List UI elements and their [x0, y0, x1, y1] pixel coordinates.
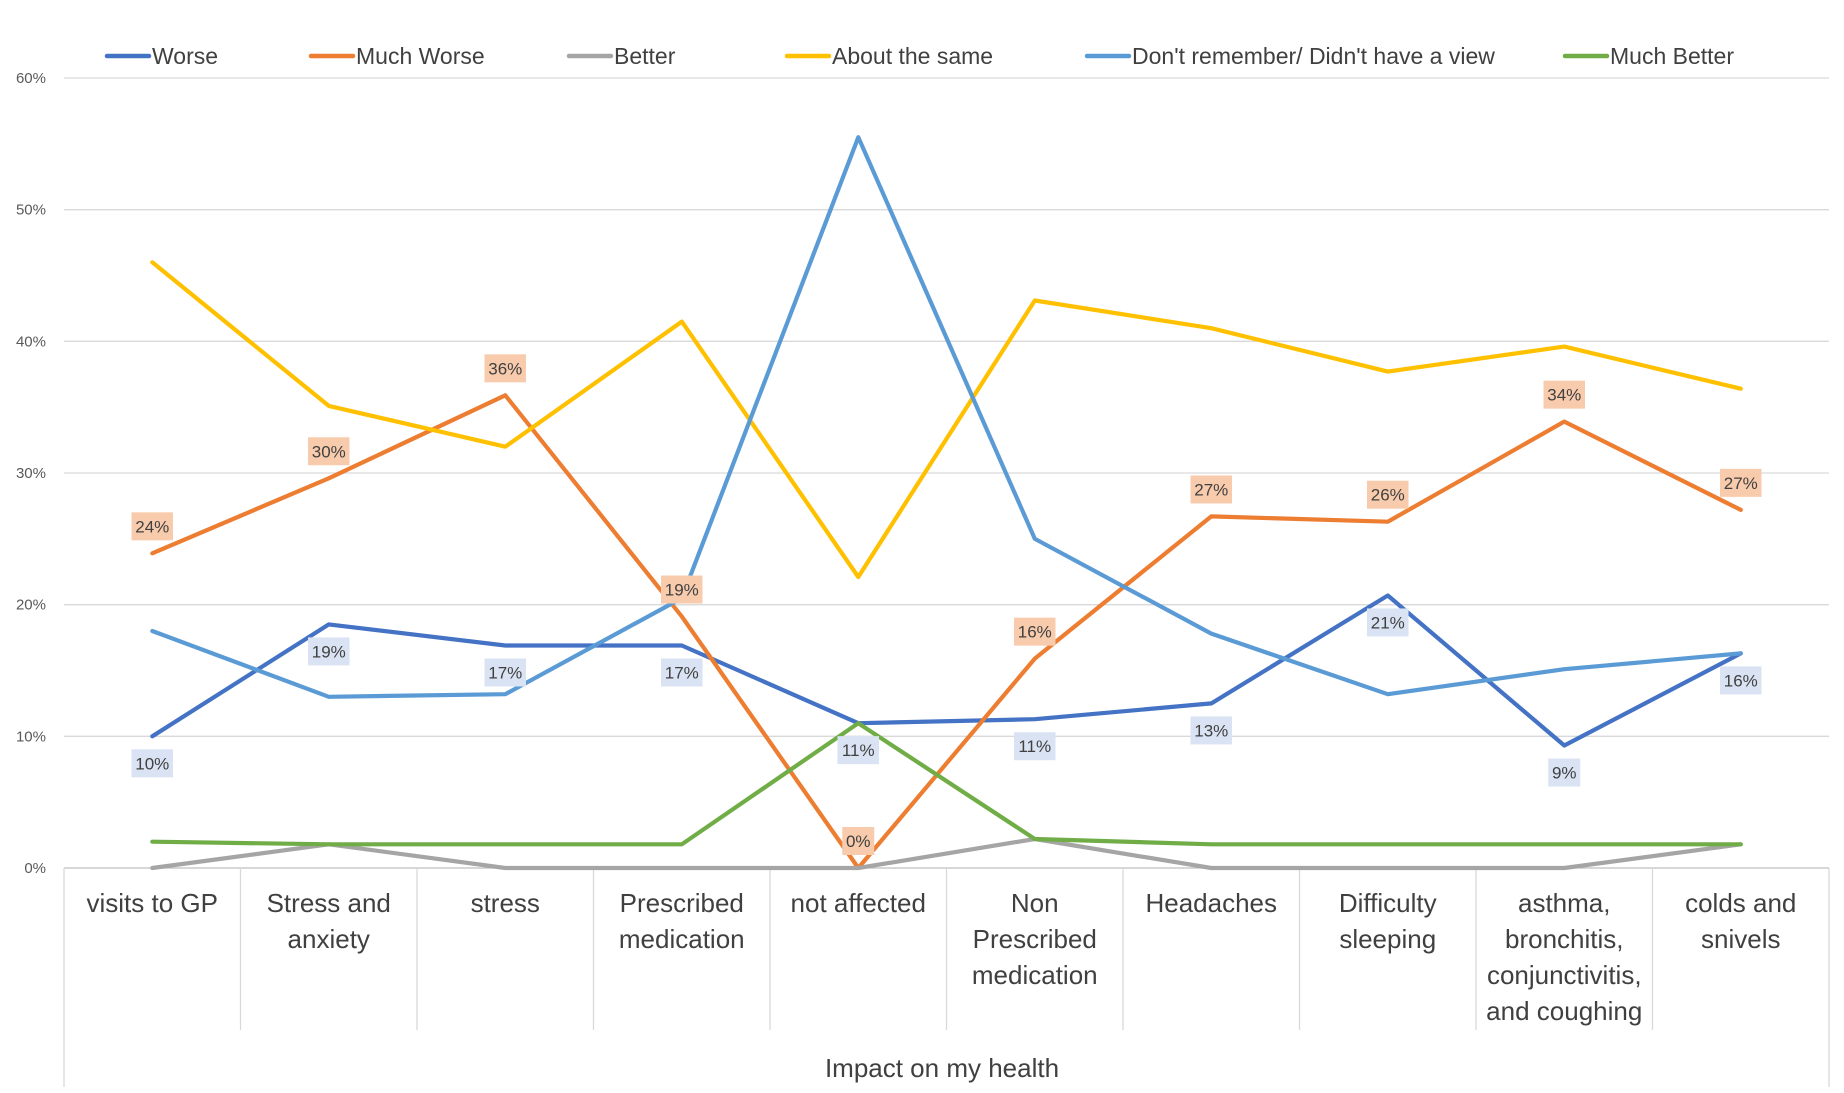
series-line-worse — [150, 593, 1743, 748]
data-label: 34% — [1547, 386, 1581, 405]
legend-label: About the same — [832, 43, 993, 69]
data-label: 11% — [842, 741, 875, 760]
data-label-box — [1190, 475, 1232, 504]
data-label-box — [1190, 716, 1232, 745]
data-label: 27% — [1724, 474, 1758, 493]
x-tick-label: asthma, bronchitis, conjunctivitis, and cou… — [1486, 888, 1642, 1026]
data-label-box — [1014, 732, 1056, 761]
x-tick-label: colds and snivels — [1685, 888, 1796, 954]
gridlines — [64, 77, 1829, 869]
data-label: 9% — [1552, 764, 1577, 783]
data-label: 0% — [846, 832, 871, 851]
y-tick-label: 20% — [16, 597, 46, 614]
y-tick-label: 10% — [16, 728, 46, 745]
x-tick-label: stress — [471, 888, 540, 918]
legend-label: Better — [614, 43, 676, 69]
data-label: 11% — [1018, 737, 1051, 756]
data-label: 21% — [1371, 613, 1405, 632]
x-tick-label: Difficulty sleeping — [1339, 888, 1437, 954]
data-label: 26% — [1371, 486, 1405, 505]
data-label: 27% — [1194, 480, 1228, 499]
data-label: 17% — [488, 663, 522, 682]
x-tick-label: not affected — [791, 888, 926, 918]
x-tick-label: Prescribed medication — [619, 888, 745, 954]
x-axis-title: Impact on my health — [825, 1053, 1059, 1083]
legend-label: Worse — [152, 43, 218, 69]
data-label: 24% — [135, 517, 169, 536]
data-label-box — [1367, 608, 1409, 637]
data-label-box — [1367, 480, 1409, 509]
data-label: 19% — [312, 642, 346, 661]
y-tick-label: 60% — [16, 70, 46, 87]
data-label-box — [837, 736, 879, 765]
data-label-box — [842, 827, 875, 855]
y-tick-label: 50% — [16, 202, 46, 219]
data-label-box — [1543, 380, 1585, 409]
y-tick-label: 0% — [24, 860, 46, 877]
y-tick-label: 30% — [16, 465, 46, 482]
data-label: 13% — [1194, 721, 1228, 740]
x-axis: visits to GP Stress and anxiety stress Presc… — [63, 868, 1830, 1087]
data-label-box — [1720, 468, 1762, 497]
legend-label: Much Worse — [356, 43, 485, 69]
data-label: 36% — [488, 359, 522, 378]
series-line-much-worse — [150, 393, 1743, 871]
series-line-much-better — [150, 721, 1743, 847]
data-label-box — [131, 512, 173, 541]
legend-label: Much Better — [1610, 43, 1734, 69]
data-label-box — [661, 658, 703, 687]
x-tick-label: Non Prescribed medication — [972, 888, 1098, 990]
series-line-better — [150, 836, 1743, 871]
series-lines — [150, 135, 1743, 871]
data-label: 16% — [1724, 671, 1758, 690]
data-label-box — [1720, 666, 1762, 695]
data-label: 17% — [665, 663, 699, 682]
data-label-box — [131, 749, 173, 778]
x-tick-label: Stress and anxiety — [267, 888, 391, 954]
data-label: 16% — [1018, 623, 1052, 642]
data-label-box — [1014, 617, 1056, 646]
y-tick-label: 40% — [16, 333, 46, 350]
data-label-box — [484, 658, 526, 687]
data-label: 30% — [312, 442, 346, 461]
legend-label: Don't remember/ Didn't have a view — [1132, 43, 1495, 69]
legend: Worse Much Worse Better About the same Don't… — [104, 43, 1734, 69]
x-tick-label: Headaches — [1145, 888, 1277, 918]
data-label: 19% — [665, 581, 699, 600]
data-labels: 10% 19% 17% 17% 11% 11% 13% 21% 9% 16% 24% 30% 36% 19… — [131, 354, 1762, 855]
x-tick-label: visits to GP — [87, 888, 218, 918]
data-label: 10% — [135, 754, 169, 773]
data-label-box — [308, 637, 350, 666]
y-axis-ticks: 0% 10% 20% 30% 40% 50% 60% — [16, 70, 46, 877]
series-line-don-t-remember-didn-t-have-a-view — [150, 135, 1743, 699]
data-label-box — [484, 354, 526, 383]
data-label-box — [661, 575, 703, 604]
data-label-box — [308, 437, 350, 466]
data-label-box — [1548, 758, 1581, 787]
series-line-about-the-same — [150, 260, 1743, 580]
